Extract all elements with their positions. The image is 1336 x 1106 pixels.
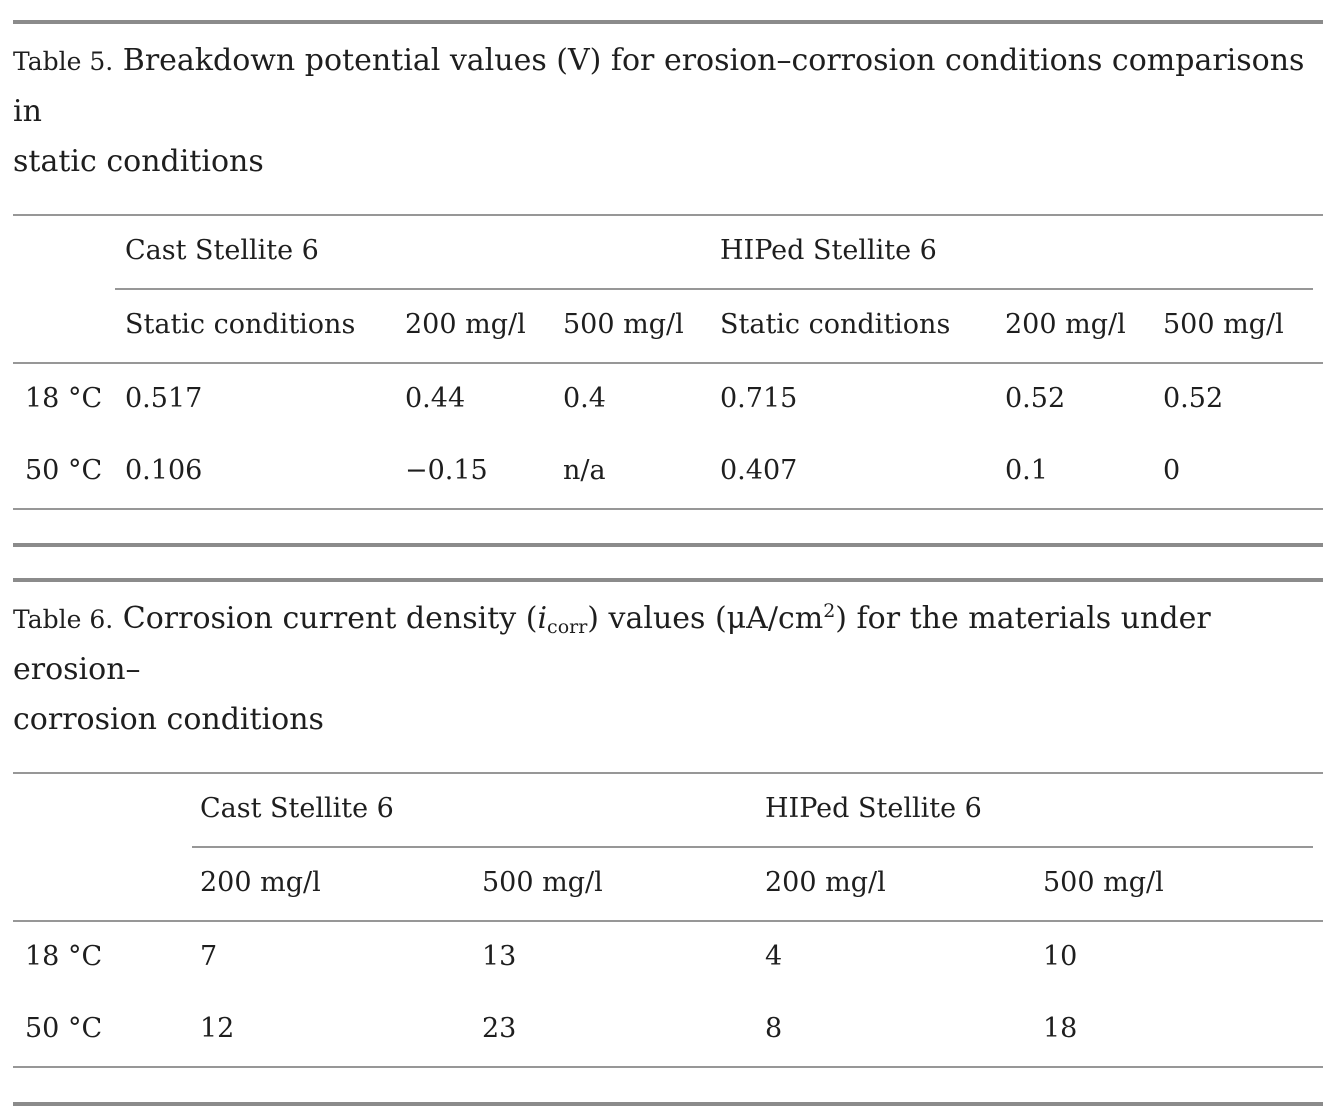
table6-bottom-rule [13, 1066, 1323, 1068]
table5-corner-cell [13, 216, 125, 288]
table5: Cast Stellite 6 HIPed Stellite 6 Static … [13, 214, 1323, 510]
table5-row-label: 18 °C [25, 383, 103, 414]
bottom-thick-rule [13, 1102, 1323, 1106]
table5-col-header: 200 mg/l [405, 309, 526, 340]
table6-corner-cell [13, 774, 200, 846]
table5-bottom-rule [13, 508, 1323, 510]
table6-data-row-50c: 50 °C 12 23 8 18 [13, 994, 1323, 1066]
table5-data-cell: 0.715 [720, 383, 798, 414]
table6-start-thick-rule [13, 578, 1323, 582]
table6-data-cell: 4 [765, 941, 783, 972]
table5-data-cell: n/a [563, 455, 606, 486]
table5-data-row-18c: 18 °C 0.517 0.44 0.4 0.715 0.52 0.52 [13, 364, 1323, 436]
table6-top-rule [13, 772, 1323, 774]
table5-data-cell: 0.52 [1163, 383, 1224, 414]
table5-top-rule [13, 214, 1323, 216]
table6-col-header: 200 mg/l [200, 867, 321, 898]
table5-data-cell: 0.44 [405, 383, 466, 414]
table5-group-underline [115, 288, 1313, 290]
table6-data-cell: 7 [200, 941, 218, 972]
table6-caption-squared-superscript: 2 [823, 600, 836, 622]
table6-caption-text-line2: corrosion conditions [13, 702, 324, 737]
table5-data-cell: 0.1 [1005, 455, 1048, 486]
table5-row-label: 50 °C [25, 455, 103, 486]
table6-header-rule [13, 920, 1323, 922]
table5-caption-text-line1: Breakdown potential values (V) for erosi… [13, 43, 1305, 129]
table6-data-cell: 23 [482, 1013, 517, 1044]
table6-col-header: 500 mg/l [1043, 867, 1164, 898]
table6-group-header-hiped: HIPed Stellite 6 [765, 793, 982, 824]
table5-col-header: Static conditions [125, 309, 356, 340]
table5-caption-label: Table 5. [13, 47, 114, 76]
table6-data-cell: 8 [765, 1013, 783, 1044]
table5-data-cell: 0.4 [563, 383, 606, 414]
table6-row-label: 50 °C [25, 1013, 103, 1044]
table5-group-header-cast: Cast Stellite 6 [125, 235, 319, 266]
table5-data-cell: 0 [1163, 455, 1181, 486]
table5-caption-text-line2: static conditions [13, 144, 264, 179]
table6-data-cell: 12 [200, 1013, 235, 1044]
table6-row-label: 18 °C [25, 941, 103, 972]
table6-data-cell: 13 [482, 941, 517, 972]
table5-group-underline-row [13, 288, 1323, 290]
table5-col-header: Static conditions [720, 309, 951, 340]
table6-col-header: 200 mg/l [765, 867, 886, 898]
table5-group-header-row: Cast Stellite 6 HIPed Stellite 6 [13, 216, 1323, 288]
table5-data-cell: 0.52 [1005, 383, 1066, 414]
document-page: Table 5. Breakdown potential values (V) … [0, 20, 1336, 1106]
table5-column-header-row: Static conditions 200 mg/l 500 mg/l Stat… [13, 290, 1323, 362]
table6-caption-icorr-symbol: i [537, 601, 548, 636]
table6-data-cell: 10 [1043, 941, 1078, 972]
table5-corner-cell [13, 290, 125, 362]
table6-group-header-row: Cast Stellite 6 HIPed Stellite 6 [13, 774, 1323, 846]
table6-corner-cell [13, 848, 200, 920]
table5-group-header-hiped: HIPed Stellite 6 [720, 235, 937, 266]
table6-group-header-cast: Cast Stellite 6 [200, 793, 394, 824]
table5-col-header: 500 mg/l [563, 309, 684, 340]
table6-data-row-18c: 18 °C 7 13 4 10 [13, 922, 1323, 994]
table5-data-cell: 0.517 [125, 383, 203, 414]
table6-caption-text: Corrosion current density (icorr) values… [13, 600, 1211, 687]
table5-col-header: 200 mg/l [1005, 309, 1126, 340]
table6-group-underline-row [13, 846, 1323, 848]
table5-header-rule [13, 362, 1323, 364]
table6-column-header-row: 200 mg/l 500 mg/l 200 mg/l 500 mg/l [13, 848, 1323, 920]
top-thick-rule [13, 20, 1323, 24]
table6: Cast Stellite 6 HIPed Stellite 6 200 mg/… [13, 772, 1323, 1068]
table5-data-cell: −0.15 [405, 455, 488, 486]
table6-caption-label: Table 6. [13, 605, 114, 634]
table6-data-cell: 18 [1043, 1013, 1078, 1044]
table6-caption: Table 6. Corrosion current density (icor… [13, 594, 1323, 745]
table5-end-thick-rule [13, 543, 1323, 547]
table5-data-row-50c: 50 °C 0.106 −0.15 n/a 0.407 0.1 0 [13, 436, 1323, 508]
table5-caption: Table 5. Breakdown potential values (V) … [13, 36, 1323, 187]
table5-data-cell: 0.106 [125, 455, 203, 486]
table6-col-header: 500 mg/l [482, 867, 603, 898]
table6-caption-corr-subscript: corr [547, 616, 588, 638]
table6-group-underline [192, 846, 1313, 848]
table5-data-cell: 0.407 [720, 455, 798, 486]
table5-col-header: 500 mg/l [1163, 309, 1284, 340]
